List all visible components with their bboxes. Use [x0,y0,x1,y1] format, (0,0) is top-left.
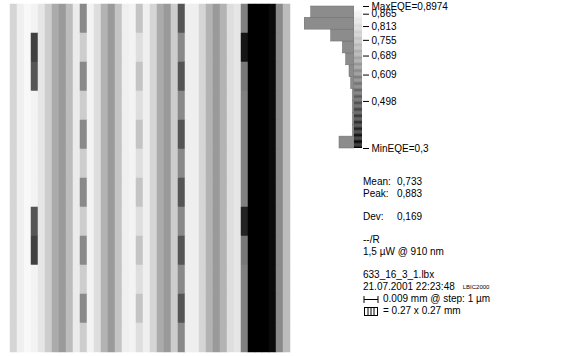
svg-text:MaxEQE=0,8974: MaxEQE=0,8974 [371,0,448,12]
html-text:= 0.27 x 0.27 mm: = 0.27 x 0.27 mm [383,305,461,317]
svg-text:0,755: 0,755 [372,35,397,46]
html-text:LBIC2000: LBIC2000 [462,284,490,291]
svg-text:MinEQE=0,3: MinEQE=0,3 [372,143,429,154]
html-text:0,733: 0,733 [397,176,422,187]
html-text:0,169: 0,169 [397,211,422,222]
svg-text:0,609: 0,609 [372,69,397,80]
html-text:Mean:: Mean: [363,176,391,187]
html-text:1,5 µW @ 910 nm: 1,5 µW @ 910 nm [363,246,444,257]
html-text:Peak:: Peak: [363,188,389,199]
html-text:633_16_3_1.lbx: 633_16_3_1.lbx [363,269,435,280]
svg-text:0,689: 0,689 [372,50,397,61]
svg-text:0,865: 0,865 [372,8,397,19]
html-text:0.009 mm @ step: 1 µm: 0.009 mm @ step: 1 µm [383,293,491,305]
svg-text:0,498: 0,498 [372,96,397,107]
html-text:--/R: --/R [363,234,380,245]
html-text:Dev:: Dev: [363,211,384,222]
html-text:21.07.2001 22:23:48: 21.07.2001 22:23:48 [363,281,455,292]
html-text:0,883: 0,883 [397,188,422,199]
svg-text:0,813: 0,813 [372,21,397,32]
